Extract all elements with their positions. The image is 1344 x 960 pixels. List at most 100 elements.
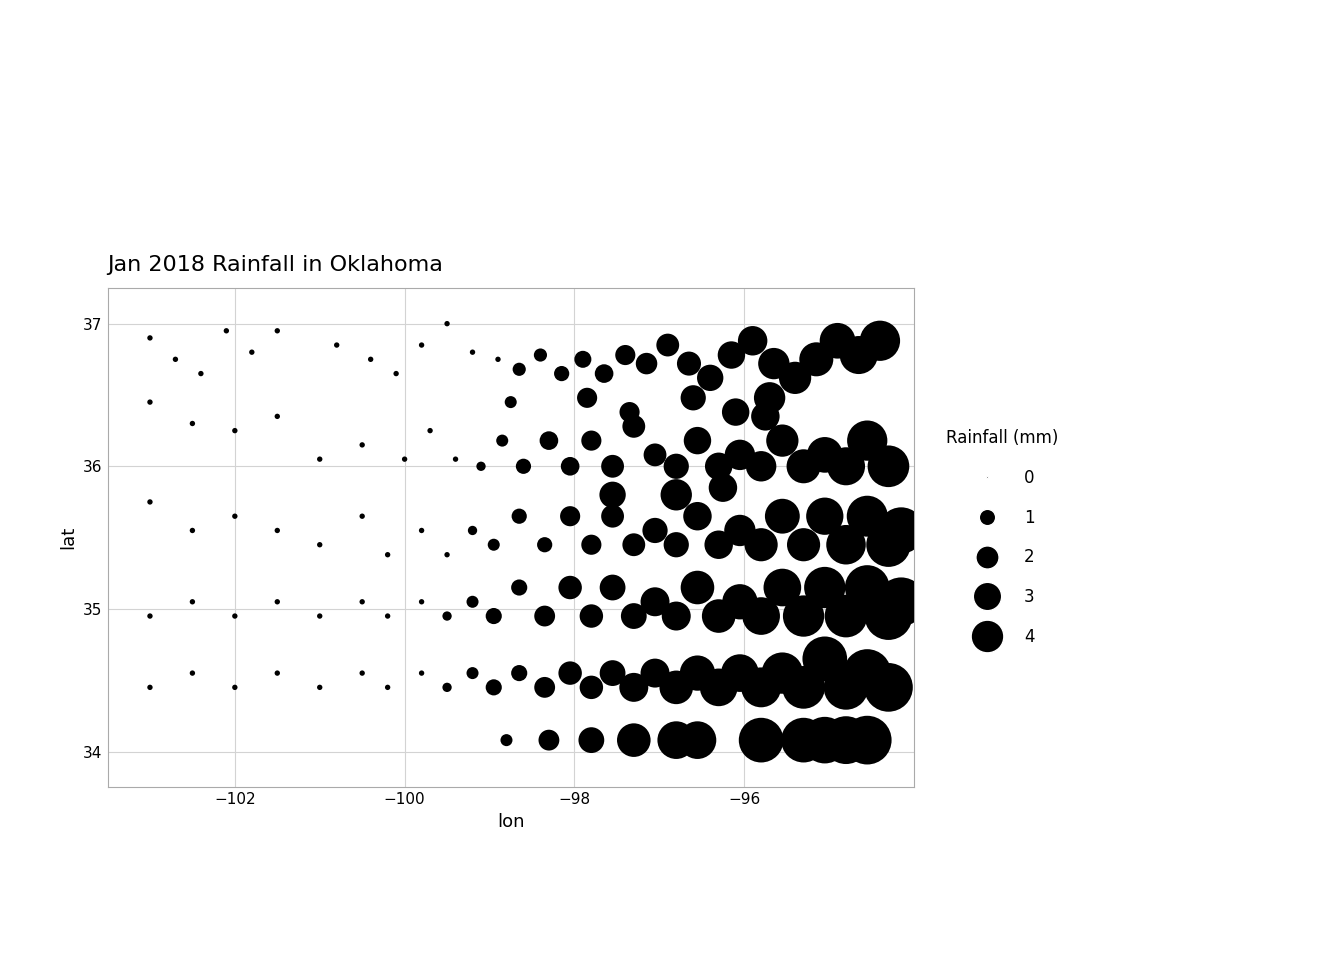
Point — [538, 732, 559, 748]
Legend: 0, 1, 2, 3, 4: 0, 1, 2, 3, 4 — [946, 429, 1059, 646]
Point — [665, 459, 687, 474]
Point — [856, 509, 878, 524]
Point — [878, 537, 899, 552]
Point — [644, 594, 665, 610]
Point — [870, 333, 891, 348]
Point — [687, 732, 708, 748]
Point — [856, 580, 878, 595]
Point — [724, 404, 746, 420]
Point — [771, 665, 793, 681]
Text: Jan 2018 Rainfall in Oklahoma: Jan 2018 Rainfall in Oklahoma — [108, 255, 444, 276]
Point — [835, 537, 856, 552]
Point — [827, 333, 848, 348]
Y-axis label: lat: lat — [59, 526, 78, 549]
Point — [644, 447, 665, 463]
Point — [699, 371, 720, 386]
Point — [712, 480, 734, 495]
Point — [140, 609, 161, 624]
Point — [878, 459, 899, 474]
Point — [891, 594, 913, 610]
Point — [878, 609, 899, 624]
Point — [224, 680, 246, 695]
Point — [573, 351, 594, 367]
Point — [190, 366, 211, 381]
Point — [814, 580, 836, 595]
Point — [771, 580, 793, 595]
Point — [835, 732, 856, 748]
Point — [750, 459, 771, 474]
Point — [665, 609, 687, 624]
Point — [140, 330, 161, 346]
Point — [266, 324, 288, 339]
Point — [602, 580, 624, 595]
Point — [878, 680, 899, 695]
Point — [181, 594, 203, 610]
Point — [759, 390, 781, 405]
Point — [683, 390, 704, 405]
Point — [482, 680, 504, 695]
Point — [437, 316, 458, 331]
Point — [750, 609, 771, 624]
Point — [644, 523, 665, 539]
Point — [708, 537, 730, 552]
Point — [848, 348, 870, 363]
Point — [785, 371, 806, 386]
Point — [581, 433, 602, 448]
Point — [793, 459, 814, 474]
Point — [814, 509, 836, 524]
Point — [856, 665, 878, 681]
Point — [614, 348, 636, 363]
Point — [538, 433, 559, 448]
Point — [559, 665, 581, 681]
Point — [581, 732, 602, 748]
Point — [508, 509, 530, 524]
Point — [181, 523, 203, 539]
Point — [309, 537, 331, 552]
Point — [360, 351, 382, 367]
Point — [500, 395, 521, 410]
Point — [771, 433, 793, 448]
Point — [742, 333, 763, 348]
Point — [856, 732, 878, 748]
Point — [482, 609, 504, 624]
Point — [165, 351, 187, 367]
Point — [730, 665, 751, 681]
Point — [602, 509, 624, 524]
Point — [577, 390, 598, 405]
Point — [309, 609, 331, 624]
Point — [665, 680, 687, 695]
Point — [394, 451, 415, 467]
Point — [763, 356, 785, 372]
Point — [411, 594, 433, 610]
Point — [618, 404, 640, 420]
Point — [496, 732, 517, 748]
Point — [181, 665, 203, 681]
Point — [814, 447, 836, 463]
Point — [508, 362, 530, 377]
Point — [411, 523, 433, 539]
Point — [835, 459, 856, 474]
Point — [593, 366, 614, 381]
Point — [437, 680, 458, 695]
Point — [602, 487, 624, 502]
Point — [309, 680, 331, 695]
Point — [462, 594, 484, 610]
Point — [224, 423, 246, 439]
Point — [687, 509, 708, 524]
Point — [891, 523, 913, 539]
Point — [351, 509, 372, 524]
Point — [665, 487, 687, 502]
Point — [411, 665, 433, 681]
Point — [462, 523, 484, 539]
Point — [624, 732, 645, 748]
Point — [462, 665, 484, 681]
Point — [559, 580, 581, 595]
Point — [835, 680, 856, 695]
Point — [411, 337, 433, 352]
Point — [224, 509, 246, 524]
Point — [266, 409, 288, 424]
Point — [793, 732, 814, 748]
Point — [508, 665, 530, 681]
Point — [720, 348, 742, 363]
Point — [665, 732, 687, 748]
